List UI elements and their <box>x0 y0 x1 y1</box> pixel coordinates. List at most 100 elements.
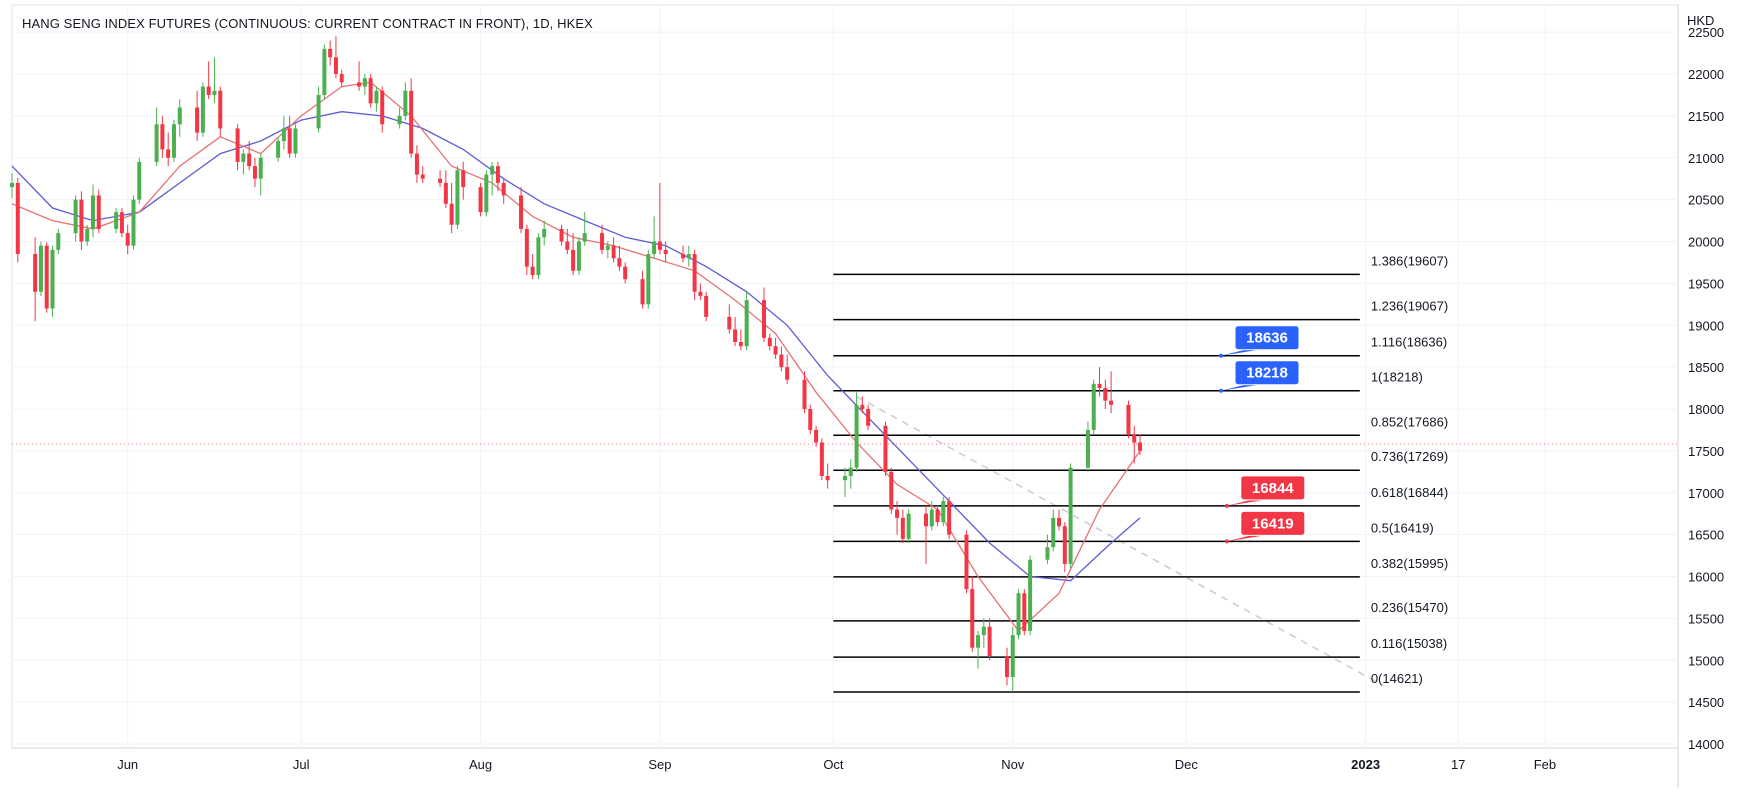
candle-body <box>976 635 981 648</box>
y-tick-label: 20000 <box>1688 235 1724 250</box>
fib-level-label: 0.618(16844) <box>1371 485 1448 500</box>
candle <box>779 346 784 372</box>
candle-body <box>941 501 946 523</box>
candle-body <box>536 237 541 275</box>
price-callout[interactable]: 16419 <box>1224 510 1306 544</box>
candle-body <box>889 471 894 510</box>
candle-body <box>738 342 743 347</box>
candle <box>1091 379 1096 435</box>
candle <box>455 166 460 229</box>
y-tick-label: 18500 <box>1688 360 1724 375</box>
y-tick-label: 14500 <box>1688 695 1724 710</box>
x-axis[interactable]: Jun Jul Aug Sep Oct Nov Dec 2023 17 Feb <box>117 757 1556 772</box>
y-tick-label: 16000 <box>1688 570 1724 585</box>
candle-body <box>686 254 691 259</box>
candle-body <box>33 254 38 292</box>
chart-frame <box>11 4 1679 788</box>
candle-body <box>287 128 292 154</box>
candle-body <box>90 195 95 229</box>
candle <box>15 177 20 263</box>
candle-body <box>1028 559 1033 631</box>
candle-body <box>44 245 49 309</box>
y-axis[interactable]: 22500 22000 21500 21000 20500 20000 19500 19000… <box>1688 25 1724 752</box>
candle-body <box>241 153 246 162</box>
candle <box>73 195 78 242</box>
y-tick-label: 15000 <box>1688 653 1724 668</box>
y-tick-label: 22500 <box>1688 25 1724 40</box>
y-tick-label: 21500 <box>1688 109 1724 124</box>
candle-body <box>542 228 547 238</box>
candle-body <box>617 258 622 267</box>
candle-body <box>276 141 281 158</box>
candle <box>1022 589 1027 636</box>
candle <box>762 287 767 342</box>
fibonacci-group[interactable]: 1.386(19607) 1.236(19067) 1.116(18636) 1(18… <box>833 253 1448 693</box>
candle-body <box>478 187 483 213</box>
candle <box>698 283 703 301</box>
candle <box>235 124 240 171</box>
price-callouts[interactable]: 18636 18218 16844 16419 <box>1219 325 1306 544</box>
candle <box>339 69 344 87</box>
y-tick-label: 21000 <box>1688 151 1724 166</box>
candle-body <box>171 124 176 158</box>
candle <box>362 74 367 95</box>
candle <box>929 501 934 531</box>
candle-body <box>339 74 344 83</box>
candle <box>160 115 165 158</box>
candle-body <box>380 90 385 125</box>
candle-body <box>652 241 657 255</box>
candle <box>281 115 286 150</box>
callout-anchor <box>1224 539 1229 544</box>
candle-body <box>1097 383 1102 389</box>
candle <box>704 291 709 322</box>
candle <box>576 237 581 275</box>
candle <box>652 216 657 259</box>
fib-level-label: 0.236(15470) <box>1371 600 1448 615</box>
candle-body <box>1004 656 1009 677</box>
candle <box>1045 534 1050 564</box>
candle <box>970 576 975 652</box>
candle <box>773 337 778 359</box>
candle <box>495 161 500 192</box>
candle <box>657 182 662 255</box>
candle-body <box>947 501 952 535</box>
candle-body <box>1132 434 1137 443</box>
price-callout[interactable]: 16844 <box>1224 475 1306 508</box>
price-callout[interactable]: 18218 <box>1219 360 1300 393</box>
candle-body <box>420 174 425 179</box>
x-tick-label: Oct <box>823 757 844 772</box>
candle-body <box>131 199 136 246</box>
candle <box>90 184 95 238</box>
candle-body <box>160 124 165 150</box>
candle <box>605 241 610 259</box>
candle-body <box>206 86 211 95</box>
candle <box>1097 367 1102 397</box>
x-tick-label: Aug <box>469 757 492 772</box>
candle-body <box>843 476 847 481</box>
candle <box>854 392 859 472</box>
candle-body <box>501 182 506 196</box>
candle-body <box>906 513 911 539</box>
candle-body <box>258 157 263 179</box>
candle <box>380 86 385 133</box>
candle-body <box>1068 467 1073 564</box>
candle <box>333 36 338 79</box>
candle <box>328 40 333 66</box>
y-tick-label: 14000 <box>1688 737 1724 752</box>
candle-body <box>605 245 610 250</box>
callout-pointer <box>1221 384 1260 391</box>
price-callout[interactable]: 18636 <box>1219 325 1300 358</box>
candle <box>287 115 292 158</box>
fib-level-label: 0.736(17269) <box>1371 449 1448 464</box>
ma-fast-line <box>11 81 1141 632</box>
fib-level-label: 0.116(15038) <box>1371 636 1447 651</box>
candle <box>252 157 257 188</box>
fib-level-label: 0.5(16419) <box>1371 520 1434 535</box>
candle-body <box>10 182 14 188</box>
x-tick-label: Sep <box>648 757 671 772</box>
candle <box>1085 421 1090 472</box>
candle <box>50 245 55 317</box>
candle-body <box>895 509 900 518</box>
